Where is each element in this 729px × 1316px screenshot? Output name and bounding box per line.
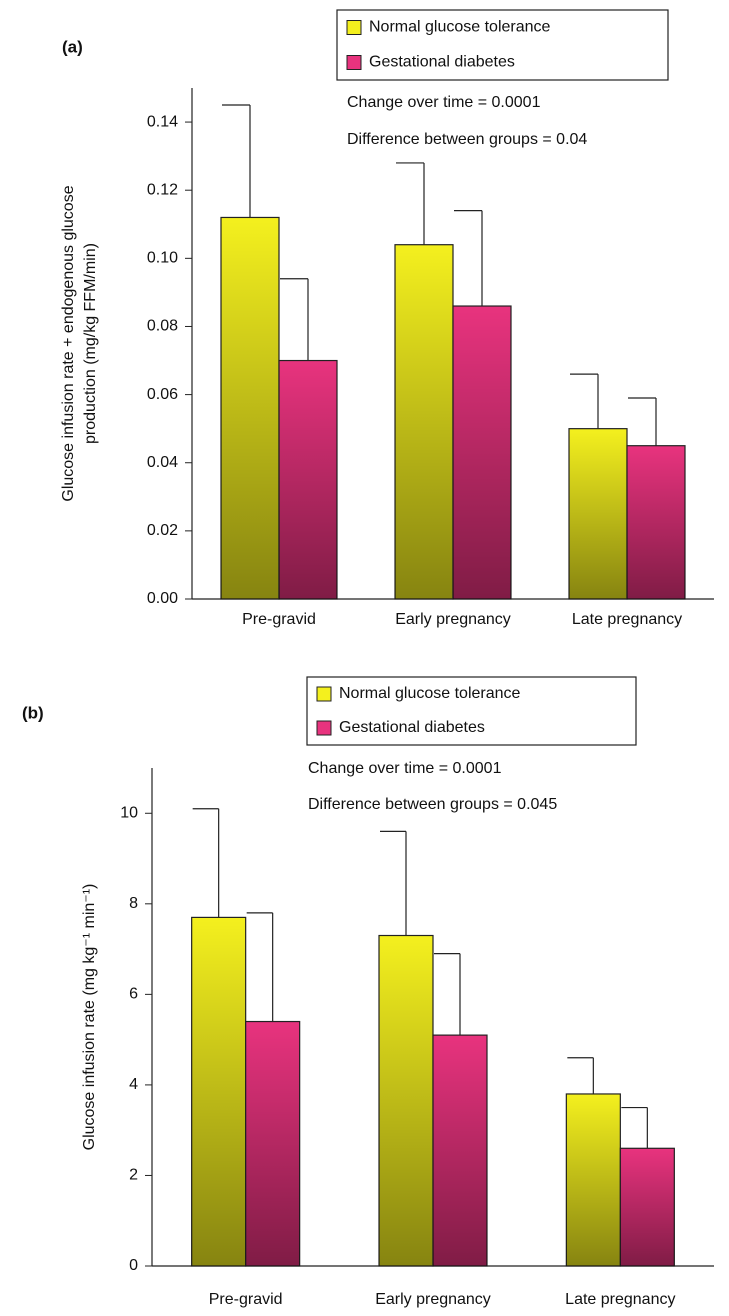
y-axis-label: Glucose infusion rate + endogenous gluco…	[60, 185, 77, 501]
bar	[452, 305, 512, 600]
y-tick-label: 10	[120, 804, 138, 821]
y-tick-label: 0.10	[147, 250, 178, 267]
bar	[245, 1020, 301, 1267]
annotation: Difference between groups = 0.04	[347, 131, 587, 148]
x-tick-label: Early pregnancy	[395, 611, 511, 628]
x-tick-label: Pre-gravid	[209, 1291, 283, 1308]
bar	[220, 216, 280, 600]
x-tick-label: Early pregnancy	[375, 1291, 491, 1308]
bar	[568, 428, 628, 600]
bar	[394, 244, 454, 600]
y-tick-label: 0.14	[147, 113, 178, 130]
y-tick-label: 4	[129, 1076, 138, 1093]
bar	[619, 1147, 675, 1267]
y-tick-label: 0	[129, 1257, 138, 1274]
legend-label: Gestational diabetes	[369, 54, 515, 71]
annotation: Change over time = 0.0001	[347, 94, 541, 111]
y-tick-label: 6	[129, 986, 138, 1003]
y-tick-label: 0.02	[147, 522, 178, 539]
legend-box	[306, 676, 637, 746]
legend-label: Gestational diabetes	[339, 719, 485, 736]
legend-swatch	[346, 20, 362, 35]
bar	[378, 934, 434, 1267]
y-tick-label: 8	[129, 895, 138, 912]
y-tick-label: 0.08	[147, 318, 178, 335]
legend-box	[336, 9, 669, 81]
x-tick-label: Late pregnancy	[565, 1291, 675, 1308]
bar	[626, 445, 686, 600]
legend-swatch	[316, 686, 332, 702]
y-tick-label: 0.06	[147, 386, 178, 403]
bar	[432, 1034, 488, 1267]
panel-label: (a)	[62, 37, 83, 56]
legend-swatch	[346, 55, 362, 70]
bar	[565, 1093, 621, 1267]
y-tick-label: 0.12	[147, 181, 178, 198]
x-tick-label: Pre-gravid	[242, 611, 316, 628]
y-axis-label: Glucose infusion rate (mg kg⁻¹ min⁻¹)	[81, 884, 98, 1151]
y-tick-label: 0.00	[147, 590, 178, 607]
annotation: Difference between groups = 0.045	[308, 796, 557, 813]
y-axis-label: production (mg/kg FFM/min)	[82, 243, 99, 444]
y-tick-label: 2	[129, 1167, 138, 1184]
y-tick-label: 0.04	[147, 454, 178, 471]
panel-label: (b)	[22, 703, 44, 722]
x-tick-label: Late pregnancy	[572, 611, 682, 628]
annotation: Change over time = 0.0001	[308, 760, 502, 777]
legend-swatch	[316, 720, 332, 736]
legend-label: Normal glucose tolerance	[339, 685, 521, 702]
bar	[191, 916, 247, 1267]
bar	[278, 359, 338, 600]
legend-label: Normal glucose tolerance	[369, 19, 551, 36]
